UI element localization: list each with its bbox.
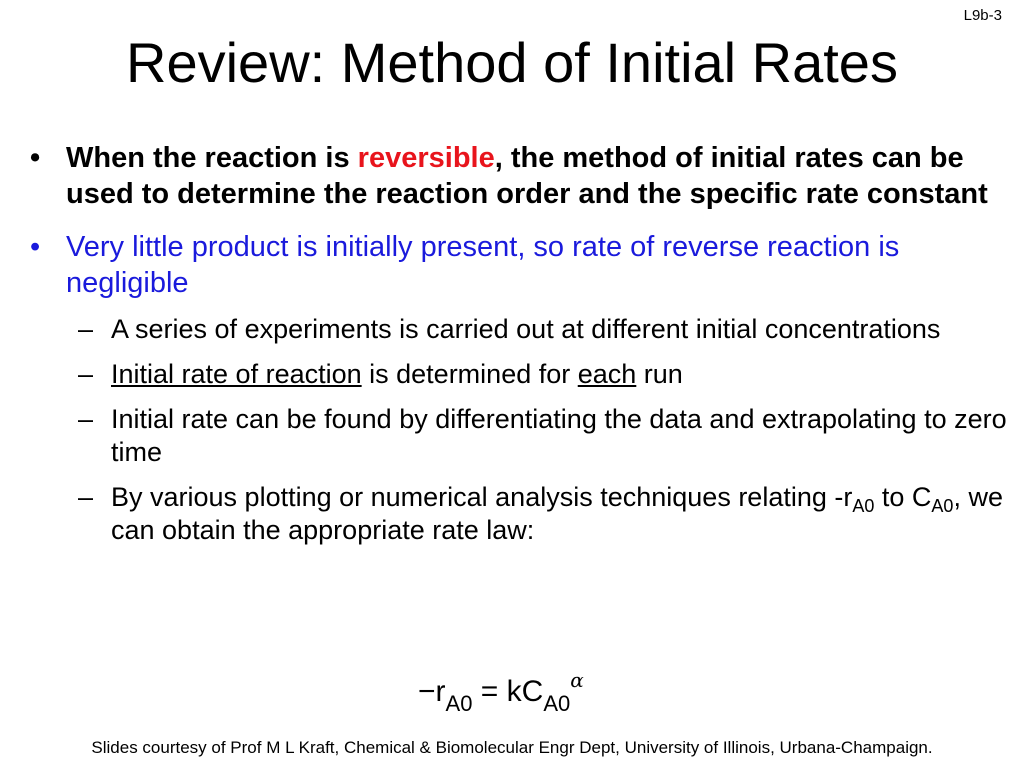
- sub-bullet-initial-rate: – Initial rate of reaction is determined…: [30, 358, 1010, 391]
- sub-bullet-text-end: run: [636, 359, 683, 389]
- underlined-each: each: [577, 359, 637, 389]
- reversible-highlight: reversible: [357, 142, 495, 174]
- sub-bullet-differentiating: – Initial rate can be found by different…: [30, 403, 1010, 469]
- bullet-text-post: , the method of initial rates can be use…: [66, 142, 988, 210]
- sub-bullet-text-post: , we can obtain the appropriate rate law…: [111, 482, 1003, 545]
- bullet-marker: •: [30, 142, 41, 174]
- equation-lhs-subscript: A0: [445, 691, 473, 716]
- equation-exponent: α: [570, 668, 584, 692]
- sub-bullet-text: A series of experiments is carried out a…: [111, 314, 941, 344]
- slide-title: Review: Method of Initial Rates: [126, 31, 898, 94]
- sub-bullet-text-mid: is determined for: [361, 359, 578, 389]
- equation-equals: =: [472, 675, 507, 708]
- bullet-text: Very little product is initially present…: [66, 231, 900, 299]
- slide-content: • When the reaction is reversible, the m…: [30, 140, 1010, 559]
- bullet-little-product: • Very little product is initially prese…: [30, 229, 1010, 301]
- equation-rhs: kC: [506, 675, 544, 708]
- underlined-initial-rate: Initial rate of reaction: [111, 359, 362, 389]
- sub-bullet-series: – A series of experiments is carried out…: [30, 313, 1010, 346]
- equation-rhs-subscript: A0: [543, 691, 571, 716]
- bullet-text-pre: When the reaction is: [66, 142, 358, 174]
- bullet-marker: •: [30, 231, 41, 263]
- rate-law-equation: −rA0 = kCA0α: [418, 668, 584, 717]
- dash-marker: –: [78, 359, 94, 389]
- sub-bullet-text-mid: to C: [874, 482, 932, 512]
- slide-number: L9b-3: [963, 7, 1002, 24]
- bullet-reversible: • When the reaction is reversible, the m…: [30, 140, 1010, 212]
- subscript-a0: A0: [852, 496, 875, 516]
- sub-bullet-text-pre: By various plotting or numerical analysi…: [111, 482, 853, 512]
- equation-lhs: −r: [418, 675, 446, 708]
- sub-bullet-text: Initial rate can be found by differentia…: [111, 404, 1007, 467]
- dash-marker: –: [78, 482, 94, 512]
- dash-marker: –: [78, 404, 94, 434]
- sub-bullet-plotting: – By various plotting or numerical analy…: [30, 481, 1010, 547]
- dash-marker: –: [78, 314, 94, 344]
- footer-credit: Slides courtesy of Prof M L Kraft, Chemi…: [91, 738, 933, 757]
- subscript-a0: A0: [931, 496, 954, 516]
